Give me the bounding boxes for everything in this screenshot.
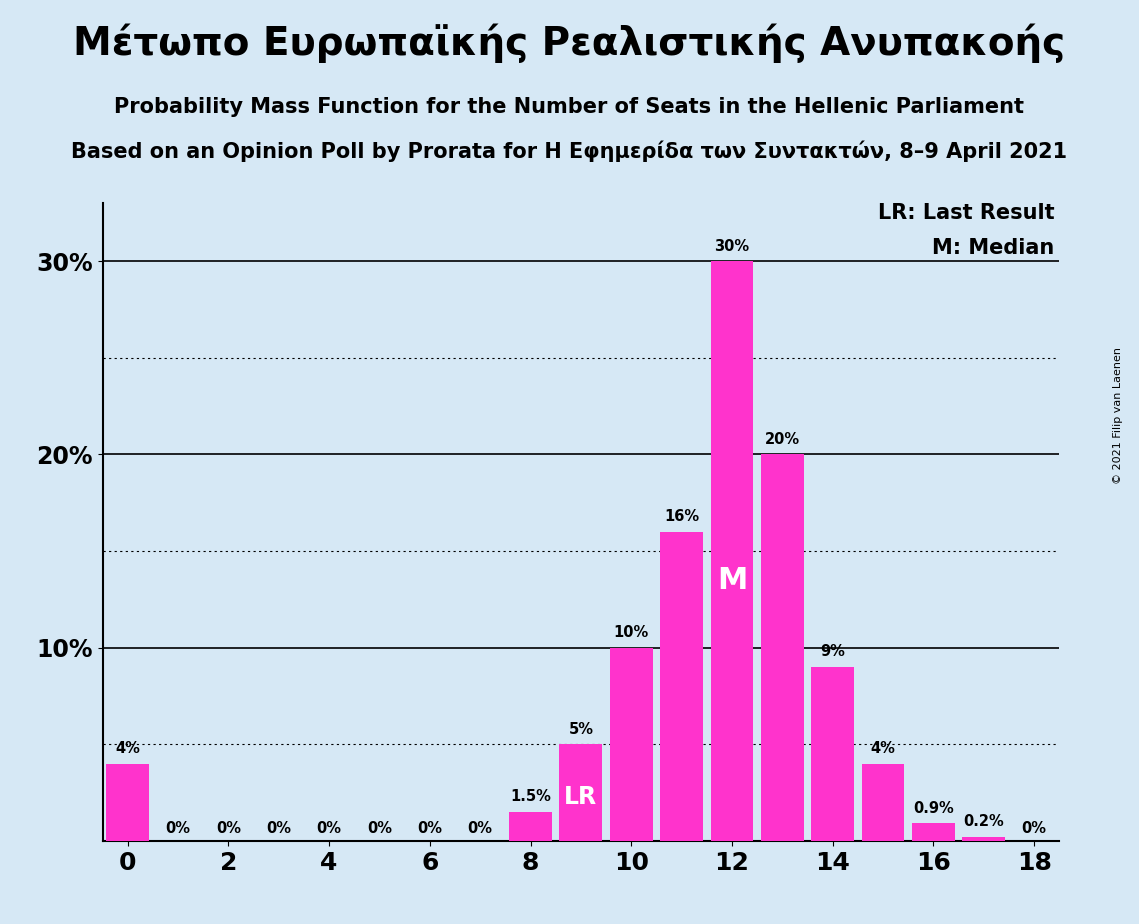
- Text: LR: Last Result: LR: Last Result: [878, 203, 1055, 224]
- Text: 0%: 0%: [267, 821, 292, 836]
- Bar: [861, 763, 904, 841]
- Text: © 2021 Filip van Laenen: © 2021 Filip van Laenen: [1114, 347, 1123, 484]
- Text: 0%: 0%: [317, 821, 342, 836]
- Text: 0.2%: 0.2%: [964, 814, 1005, 829]
- Bar: [559, 744, 603, 841]
- Bar: [711, 261, 753, 841]
- Text: 0%: 0%: [367, 821, 392, 836]
- Text: 0.9%: 0.9%: [913, 801, 953, 816]
- Text: M: Median: M: Median: [932, 238, 1055, 258]
- Text: 0%: 0%: [216, 821, 241, 836]
- Bar: [962, 837, 1005, 841]
- Text: 30%: 30%: [714, 238, 749, 253]
- Text: 0%: 0%: [417, 821, 442, 836]
- Bar: [661, 531, 703, 841]
- Text: 16%: 16%: [664, 509, 699, 524]
- Text: LR: LR: [564, 785, 598, 809]
- Text: Based on an Opinion Poll by Prorata for Η Εφημερίδα των Συντακτών, 8–9 April 202: Based on an Opinion Poll by Prorata for …: [72, 140, 1067, 162]
- Text: 0%: 0%: [468, 821, 493, 836]
- Bar: [912, 823, 954, 841]
- Text: 4%: 4%: [115, 741, 140, 756]
- Text: 9%: 9%: [820, 644, 845, 659]
- Text: 4%: 4%: [870, 741, 895, 756]
- Text: 10%: 10%: [614, 625, 649, 640]
- Text: 1.5%: 1.5%: [510, 789, 551, 804]
- Text: Μέτωπο Ευρωπαϊκής Ρεαλιστικής Ανυπακοής: Μέτωπο Ευρωπαϊκής Ρεαλιστικής Ανυπακοής: [73, 23, 1066, 63]
- Text: 5%: 5%: [568, 722, 593, 736]
- Bar: [811, 667, 854, 841]
- Text: 20%: 20%: [764, 432, 800, 446]
- Bar: [761, 455, 804, 841]
- Text: M: M: [716, 565, 747, 594]
- Bar: [106, 763, 149, 841]
- Bar: [509, 812, 552, 841]
- Text: 0%: 0%: [1022, 821, 1047, 836]
- Bar: [609, 648, 653, 841]
- Text: Probability Mass Function for the Number of Seats in the Hellenic Parliament: Probability Mass Function for the Number…: [115, 97, 1024, 117]
- Text: 0%: 0%: [165, 821, 190, 836]
